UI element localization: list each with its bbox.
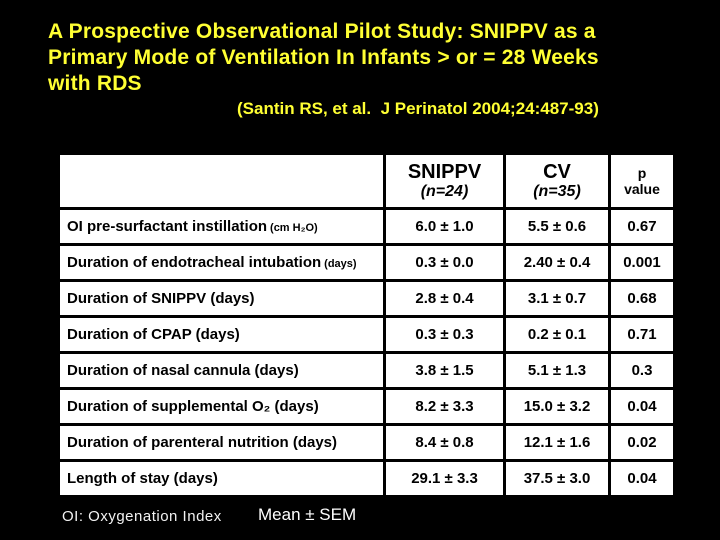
- row-label-text: Duration of SNIPPV (days): [67, 290, 255, 307]
- row-label-text: Duration of parenteral nutrition (days): [67, 434, 338, 451]
- table-row: Duration of CPAP (days) 0.3 ± 0.3 0.2 ± …: [57, 315, 676, 354]
- row-label-unit: (days): [324, 258, 357, 270]
- snippv-value: 3.8 ± 1.5: [383, 351, 506, 390]
- header-snippv-name: SNIPPV: [407, 161, 482, 183]
- snippv-value: 29.1 ± 3.3: [383, 459, 506, 498]
- row-label: Duration of nasal cannula (days): [57, 351, 386, 390]
- header-cv: CV (n=35): [503, 152, 611, 210]
- row-label: Duration of supplemental O₂ (days): [57, 387, 386, 426]
- row-label: Duration of endotracheal intubation (days…: [57, 243, 386, 282]
- cv-value: 37.5 ± 3.0: [503, 459, 611, 498]
- p-value: 0.04: [608, 387, 676, 426]
- row-label: Length of stay (days): [57, 459, 386, 498]
- p-value: 0.001: [608, 243, 676, 282]
- cv-value: 5.1 ± 1.3: [503, 351, 611, 390]
- p-value: 0.67: [608, 207, 676, 246]
- snippv-value: 0.3 ± 0.0: [383, 243, 506, 282]
- snippv-value: 2.8 ± 0.4: [383, 279, 506, 318]
- table-row: Duration of supplemental O₂ (days) 8.2 ±…: [57, 387, 676, 426]
- cv-value: 15.0 ± 3.2: [503, 387, 611, 426]
- cv-value: 12.1 ± 1.6: [503, 423, 611, 462]
- row-label: Duration of parenteral nutrition (days): [57, 423, 386, 462]
- row-label-text: Duration of endotracheal intubation: [67, 254, 322, 271]
- p-value: 0.68: [608, 279, 676, 318]
- cv-value: 3.1 ± 0.7: [503, 279, 611, 318]
- row-label-text: OI pre-surfactant instillation: [67, 218, 268, 235]
- cv-value: 5.5 ± 0.6: [503, 207, 611, 246]
- snippv-value: 0.3 ± 0.3: [383, 315, 506, 354]
- header-cv-name: CV: [543, 161, 571, 183]
- slide-title-line-3: with RDS: [48, 72, 142, 95]
- table-row: Length of stay (days) 29.1 ± 3.3 37.5 ± …: [57, 459, 676, 498]
- row-label-unit: (cm H₂O): [270, 222, 318, 234]
- cv-value: 2.40 ± 0.4: [503, 243, 611, 282]
- header-empty-cell: [57, 152, 386, 210]
- row-label-text: Duration of nasal cannula (days): [67, 362, 299, 379]
- slide-title-line-2: Primary Mode of Ventilation In Infants >…: [48, 46, 599, 69]
- cv-value: 0.2 ± 0.1: [503, 315, 611, 354]
- table-row: Duration of parenteral nutrition (days) …: [57, 423, 676, 462]
- header-p-value: p value: [608, 152, 676, 210]
- table-header-row: SNIPPV (n=24) CV (n=35) p value: [57, 152, 676, 210]
- table-row: Duration of nasal cannula (days) 3.8 ± 1…: [57, 351, 676, 390]
- row-label-text: Length of stay (days): [67, 470, 218, 487]
- row-label-text: Duration of CPAP (days): [67, 326, 240, 343]
- row-label: OI pre-surfactant instillation (cm H₂O): [57, 207, 386, 246]
- row-label: Duration of SNIPPV (days): [57, 279, 386, 318]
- table-row: OI pre-surfactant instillation (cm H₂O) 6…: [57, 207, 676, 246]
- row-label: Duration of CPAP (days): [57, 315, 386, 354]
- snippv-value: 6.0 ± 1.0: [383, 207, 506, 246]
- slide-title-line-1: A Prospective Observational Pilot Study:…: [48, 20, 596, 43]
- header-snippv: SNIPPV (n=24): [383, 152, 506, 210]
- table-row: Duration of endotracheal intubation (days…: [57, 243, 676, 282]
- table-row: Duration of SNIPPV (days) 2.8 ± 0.4 3.1 …: [57, 279, 676, 318]
- header-p-line1: p: [637, 165, 647, 181]
- snippv-value: 8.4 ± 0.8: [383, 423, 506, 462]
- header-snippv-n: (n=24): [420, 183, 469, 200]
- p-value: 0.04: [608, 459, 676, 498]
- p-value: 0.02: [608, 423, 676, 462]
- results-table: SNIPPV (n=24) CV (n=35) p value OI pre-s…: [57, 152, 676, 498]
- slide-title: A Prospective Observational Pilot Study:…: [48, 19, 599, 97]
- row-label-text: Duration of supplemental O₂ (days): [67, 398, 319, 415]
- p-value: 0.3: [608, 351, 676, 390]
- citation: (Santin RS, et al. J Perinatol 2004;24:4…: [237, 99, 599, 118]
- footnote-oi-definition: OI: Oxygenation Index: [62, 508, 222, 525]
- snippv-value: 8.2 ± 3.3: [383, 387, 506, 426]
- header-p-line2: value: [624, 181, 660, 197]
- p-value: 0.71: [608, 315, 676, 354]
- footnote-mean-sem: Mean ± SEM: [258, 505, 357, 524]
- header-cv-n: (n=35): [533, 183, 581, 200]
